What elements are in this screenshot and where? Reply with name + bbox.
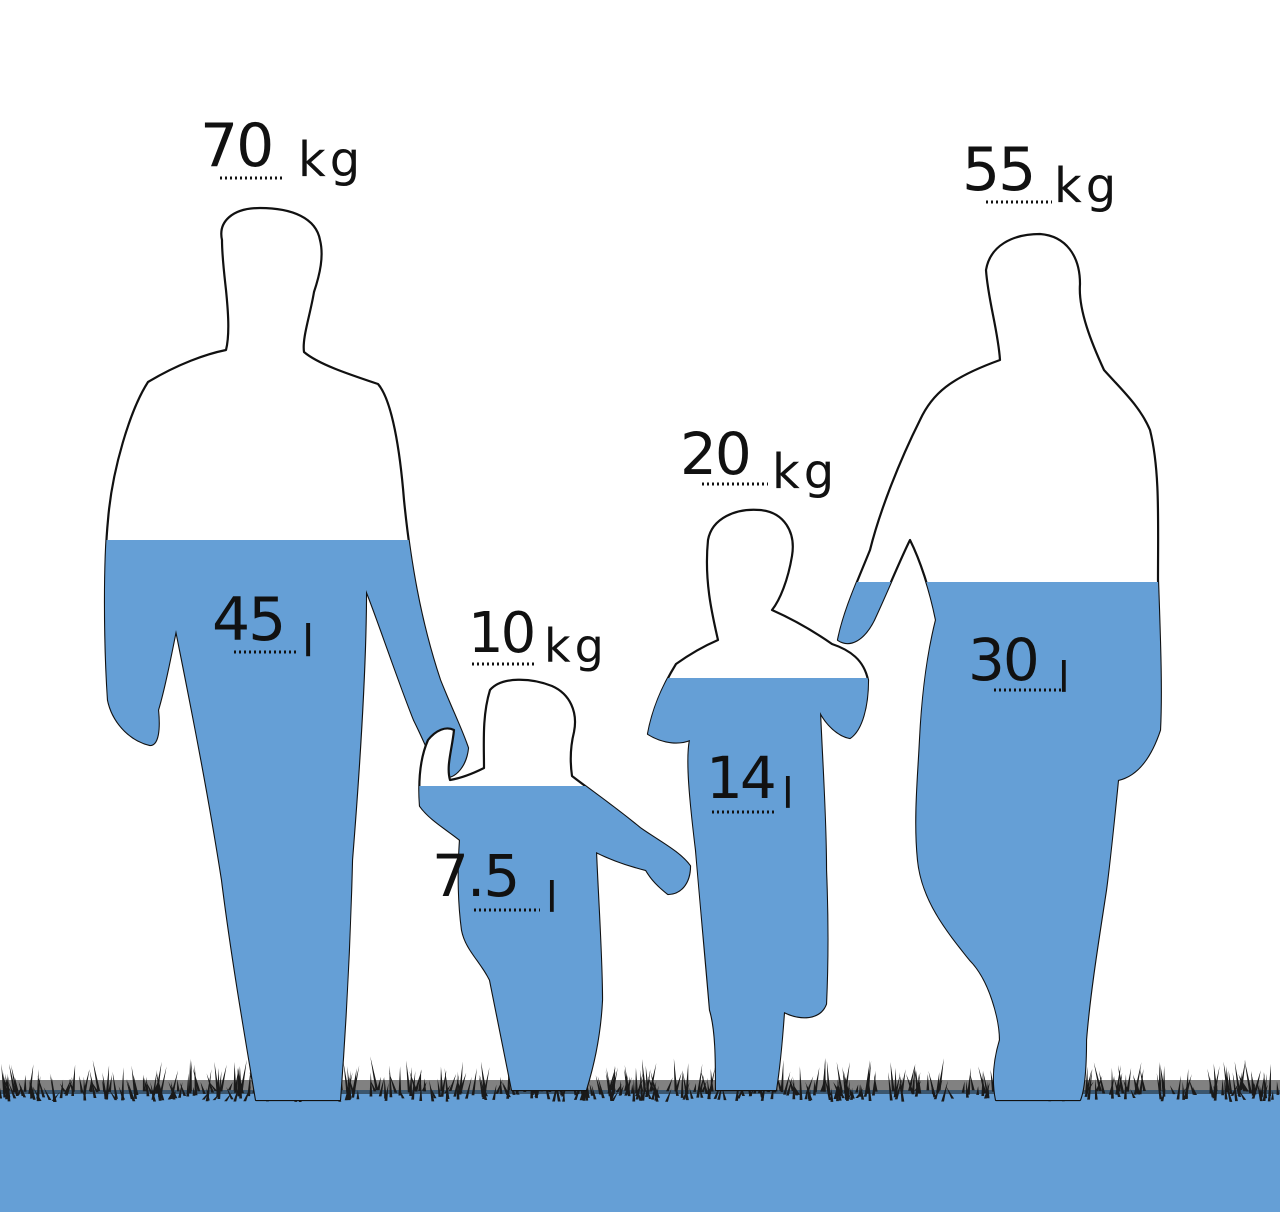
toddler-weight-label: 10 kg <box>468 601 608 673</box>
ground-water <box>0 1090 1280 1212</box>
man-weight-label: 70 kg <box>200 111 364 188</box>
toddler-weight-unit: kg <box>544 619 608 673</box>
man-weight-value: 70 <box>200 111 272 181</box>
toddler-weight-value: 10 <box>468 601 533 666</box>
figure-man: 70 kg 45 l <box>103 111 470 1102</box>
man-water-value: 45 <box>212 585 284 655</box>
toddler-water-label: 7.5 l <box>432 842 558 922</box>
woman-water-label: 30 l <box>968 626 1070 702</box>
woman-weight-value: 55 <box>962 135 1034 205</box>
man-weight-unit: kg <box>298 132 364 188</box>
man-water-unit: l <box>302 616 314 667</box>
woman-weight-label: 55 kg <box>962 135 1120 214</box>
figure-child: 20 kg 14 l <box>646 420 870 1092</box>
toddler-water-value: 7.5 <box>432 842 518 910</box>
man-water-fill <box>105 540 468 1100</box>
toddler-water-unit: l <box>546 873 558 922</box>
child-water-label: 14 l <box>706 744 794 818</box>
child-water-unit: l <box>782 769 794 818</box>
child-weight-value: 20 <box>680 420 750 488</box>
child-weight-unit: kg <box>772 444 838 500</box>
child-water-value: 14 <box>706 744 774 812</box>
toddler-water-fill <box>419 786 690 1090</box>
woman-water-value: 30 <box>968 626 1038 694</box>
woman-water-unit: l <box>1058 653 1070 702</box>
man-water-label: 45 l <box>212 585 314 667</box>
woman-weight-unit: kg <box>1054 158 1120 214</box>
child-weight-label: 20 kg <box>680 420 838 500</box>
figure-woman: 55 kg 30 l <box>836 135 1162 1102</box>
